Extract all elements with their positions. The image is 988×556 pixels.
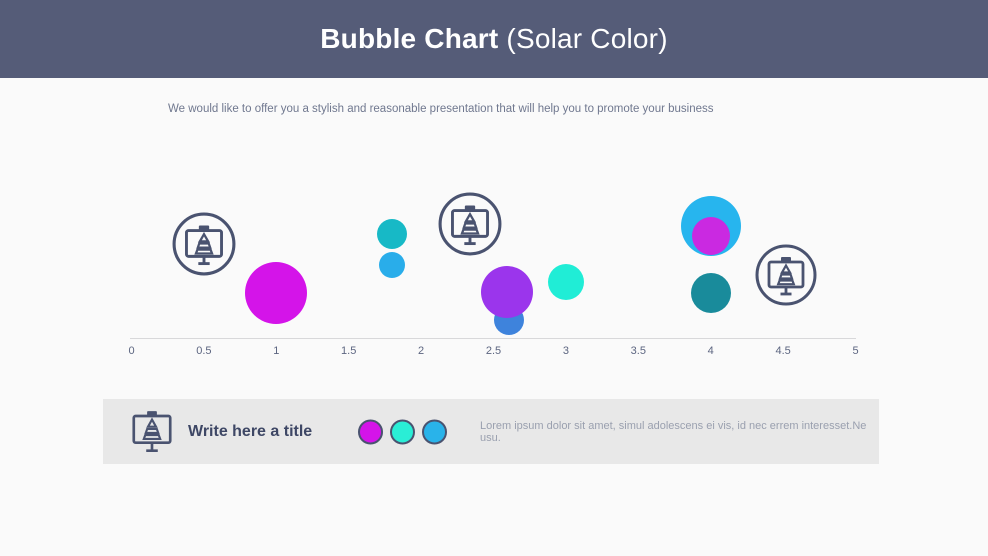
presentation-board-icon bbox=[130, 408, 174, 456]
x-axis-tick-label: 0.5 bbox=[196, 345, 212, 357]
x-axis-tick-label: 2 bbox=[418, 345, 425, 357]
x-axis-tick-label: 4 bbox=[707, 345, 714, 357]
x-axis-tick-label: 3.5 bbox=[630, 345, 646, 357]
header-bar: Bubble Chart (Solar Color) bbox=[0, 0, 988, 78]
x-axis-tick-label: 2.5 bbox=[485, 345, 502, 357]
easel-board-icon bbox=[171, 211, 237, 277]
x-axis-line bbox=[130, 338, 856, 339]
page-title-light: (Solar Color) bbox=[506, 23, 668, 54]
legend-dot bbox=[390, 419, 415, 444]
page-title-bold: Bubble Chart bbox=[320, 23, 499, 54]
easel-board-icon bbox=[754, 243, 818, 307]
bubble bbox=[245, 262, 308, 324]
legend-dot bbox=[358, 419, 383, 444]
bubble bbox=[691, 217, 730, 255]
x-axis-tick-label: 4.5 bbox=[775, 345, 791, 357]
legend-dot bbox=[422, 419, 447, 444]
x-axis-tick-label: 0 bbox=[128, 345, 135, 357]
page-title: Bubble Chart (Solar Color) bbox=[320, 23, 667, 55]
x-axis-tick-label: 3 bbox=[562, 345, 569, 357]
bubble bbox=[547, 264, 584, 300]
bubble bbox=[377, 219, 408, 249]
bubble bbox=[480, 266, 533, 318]
easel-board-icon bbox=[437, 191, 503, 257]
bubble bbox=[690, 273, 731, 313]
subtitle-text: We would like to offer you a stylish and… bbox=[168, 103, 714, 115]
x-axis-tick-label: 1.5 bbox=[341, 345, 357, 357]
legend-bar: Write here a title Lorem ipsum dolor sit… bbox=[103, 399, 879, 464]
x-axis-tick-label: 5 bbox=[852, 345, 859, 357]
bubble bbox=[379, 252, 406, 278]
legend-description: Lorem ipsum dolor sit amet, simul adoles… bbox=[480, 419, 867, 444]
x-axis-tick-label: 1 bbox=[273, 345, 280, 357]
legend-title: Write here a title bbox=[188, 422, 313, 440]
